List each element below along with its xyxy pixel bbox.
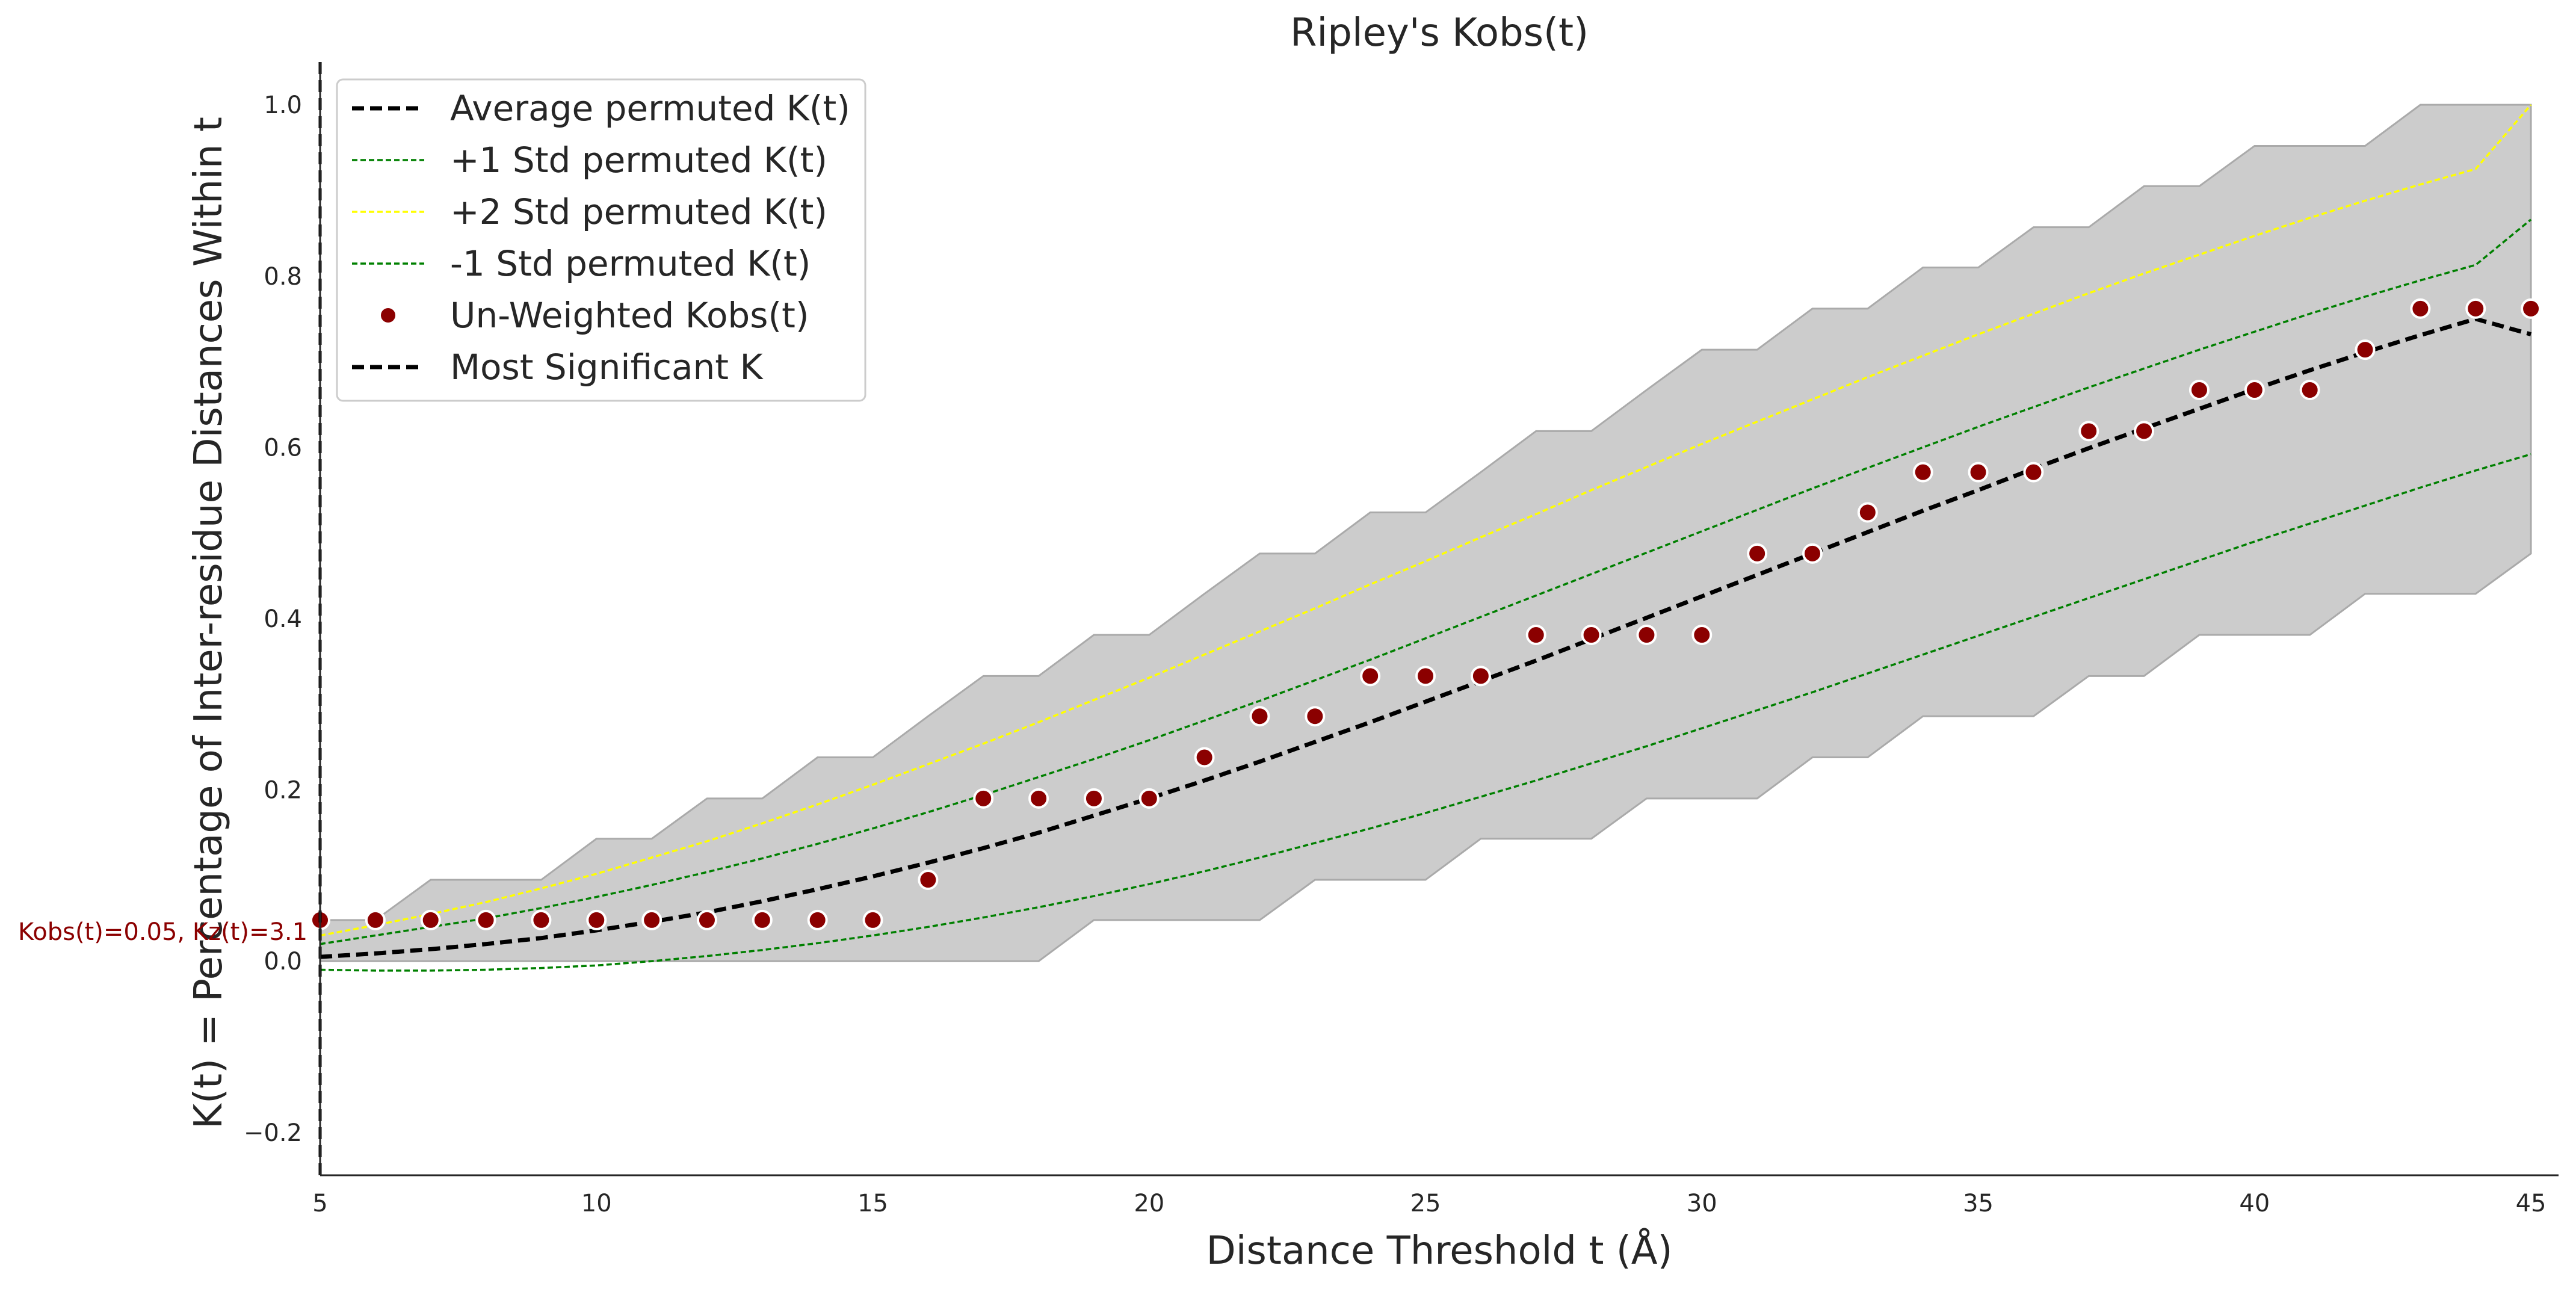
x-tick-label: 25	[1410, 1190, 1441, 1217]
kobs-point	[531, 909, 552, 930]
kobs-point	[2521, 298, 2542, 319]
legend-label: Un-Weighted Kobs(t)	[450, 295, 809, 336]
x-tick-label: 30	[1687, 1190, 1717, 1217]
legend-label: -1 Std permuted K(t)	[450, 243, 811, 284]
kobs-point	[1138, 788, 1160, 809]
kobs-point	[1636, 625, 1657, 646]
series-line-average-permuted-k-t	[320, 317, 2532, 959]
legend-box	[336, 78, 866, 402]
y-tick-label: 0.6	[264, 434, 302, 462]
kobs-point	[1912, 462, 1933, 483]
kobs-point	[1028, 788, 1049, 809]
kobs-point	[1857, 502, 1878, 523]
legend-label: Average permuted K(t)	[450, 88, 850, 129]
scatter-points	[310, 298, 2542, 930]
y-ticks: −0.2 0.0 0.2 0.4 0.6 0.8 1.0	[244, 91, 302, 1147]
kobs-point	[1249, 706, 1270, 727]
chart-title: Ripley's Kobs(t)	[1290, 11, 1589, 55]
kobs-point	[1083, 788, 1104, 809]
kobs-point	[2188, 380, 2210, 401]
x-tick-label: 45	[2516, 1190, 2547, 1217]
kobs-point	[2355, 339, 2376, 360]
x-ticks: 5 10 15 20 25 30 35 40 45	[312, 1190, 2546, 1217]
y-tick-label: 1.0	[264, 91, 302, 119]
kobs-point	[807, 909, 828, 930]
kobs-point	[2244, 380, 2265, 401]
kobs-point	[862, 909, 883, 930]
y-tick-label: 0.0	[264, 948, 302, 975]
kobs-point	[696, 909, 717, 930]
legend-items: Average permuted K(t) +1 Std permuted K(t…	[352, 88, 850, 388]
kobs-point	[2078, 421, 2099, 442]
y-tick-label: 0.2	[264, 777, 302, 805]
y-tick-label: −0.2	[244, 1119, 302, 1147]
kobs-point	[1360, 666, 1381, 687]
x-tick-label: 35	[1963, 1190, 1994, 1217]
x-tick-label: 20	[1134, 1190, 1164, 1217]
kobs-point	[420, 909, 441, 930]
kobs-point	[918, 870, 939, 891]
kobs-point	[1747, 543, 1768, 564]
x-tick-label: 40	[2239, 1190, 2270, 1217]
kobs-point	[1470, 666, 1491, 687]
kobs-point	[2299, 380, 2320, 401]
plot-area	[310, 62, 2542, 1175]
kobs-point	[2134, 421, 2155, 442]
x-tick-label: 5	[312, 1190, 327, 1217]
axes: 5 10 15 20 25 30 35 40 45 −0.2 0.0 0.2 0.4 0.6 0.8 1.0	[244, 62, 2559, 1217]
kobs-point	[1691, 625, 1713, 646]
legend-swatch	[378, 306, 398, 325]
kobs-point	[1415, 666, 1436, 687]
legend-label: +1 Std permuted K(t)	[450, 140, 827, 181]
kobs-point	[586, 909, 607, 930]
legend-label: Most Significant K	[450, 347, 764, 388]
kobs-point	[1968, 462, 1989, 483]
y-tick-label: 0.8	[264, 263, 302, 291]
kobs-point	[365, 909, 386, 930]
legend: Average permuted K(t) +1 Std permuted K(t…	[336, 78, 866, 402]
kobs-point	[1525, 625, 1546, 646]
kobs-point	[752, 909, 773, 930]
kobs-point	[973, 788, 994, 809]
kobs-point	[1305, 706, 1326, 727]
series-lines	[320, 104, 2532, 972]
series-line-2-std-permuted-k-t	[320, 104, 2532, 937]
permutation-envelope	[319, 104, 2532, 962]
kobs-point	[1802, 543, 1823, 564]
x-tick-label: 10	[581, 1190, 612, 1217]
kobs-point	[1194, 747, 1215, 768]
kobs-point	[475, 909, 496, 930]
kobs-point	[2465, 298, 2486, 319]
kobs-point	[2410, 298, 2431, 319]
x-axis-label: Distance Threshold t (Å)	[1206, 1228, 1672, 1273]
y-tick-label: 0.4	[264, 605, 302, 633]
x-tick-label: 15	[857, 1190, 888, 1217]
kobs-point	[641, 909, 663, 930]
series-line-1-std-permuted-k-t	[320, 218, 2532, 945]
kobs-point	[2023, 462, 2044, 483]
kobs-point	[1581, 625, 1602, 646]
series-line-1-std-permuted-k-t	[320, 453, 2531, 972]
y-axis-label: K(t) = Percentage of Inter-residue Dista…	[187, 117, 231, 1129]
legend-label: +2 Std permuted K(t)	[450, 191, 827, 232]
significance-annotation: Kobs(t)=0.05, Kz(t)=3.1	[18, 918, 307, 946]
